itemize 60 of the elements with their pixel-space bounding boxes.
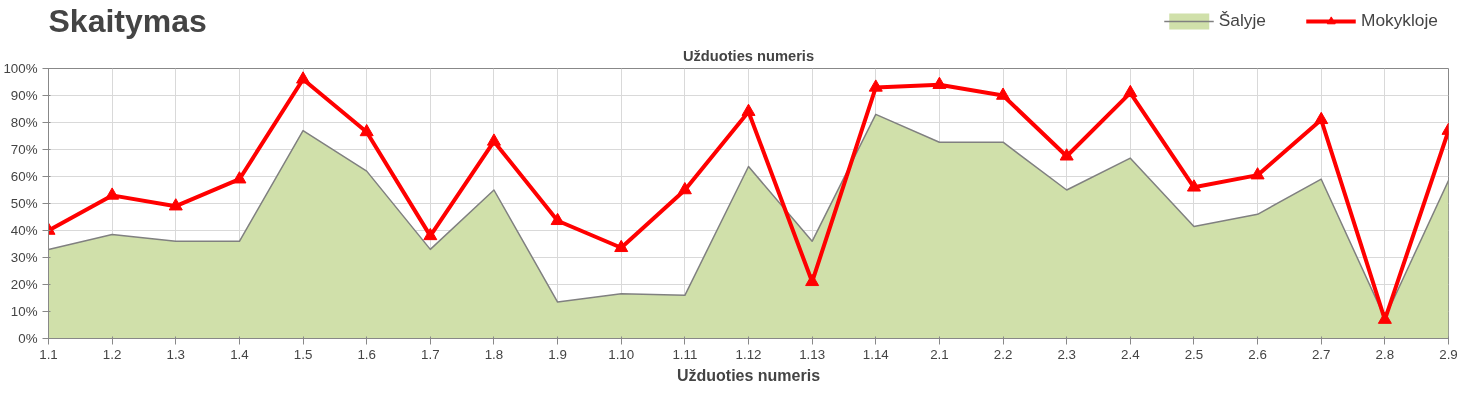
point [805, 273, 820, 287]
x-tick-label: 2.3 [1057, 346, 1076, 362]
point [359, 123, 374, 137]
y-tick-label: 80% [10, 115, 38, 130]
point [1314, 111, 1329, 125]
x-tick-label: 1.4 [230, 346, 250, 362]
x-tick-label: 2.9 [1439, 346, 1458, 362]
point [614, 239, 629, 253]
y-tick-label: 90% [10, 88, 38, 103]
y-tick-label: 10% [10, 304, 38, 319]
x-tick-label: 1.2 [102, 346, 122, 362]
point [1377, 311, 1392, 324]
x-tick-label: 1.13 [799, 346, 826, 362]
point [1250, 167, 1265, 180]
x-tick-label: 1.10 [608, 346, 635, 362]
y-tick-label: 60% [10, 169, 38, 184]
point [232, 171, 247, 184]
x-tick-label: 2.1 [930, 346, 949, 362]
y-tick-label: 70% [10, 142, 38, 157]
point [168, 198, 183, 211]
x-tick-label: 1.8 [484, 346, 504, 362]
point [741, 103, 756, 116]
x-tick-label: 2.5 [1184, 346, 1204, 362]
point [996, 87, 1011, 100]
point [677, 181, 692, 195]
point [1186, 179, 1201, 192]
point [932, 76, 947, 89]
y-tick-label: 50% [10, 196, 38, 211]
y-tick-label: 40% [10, 223, 38, 238]
x-tick-label: 2.8 [1375, 346, 1395, 362]
x-tick-label: 1.1 [39, 346, 58, 362]
y-tick-label: 20% [10, 277, 38, 292]
x-tick-label: 1.9 [548, 346, 567, 362]
point [550, 212, 565, 226]
point [423, 227, 438, 241]
point [486, 133, 501, 146]
legend-label: Mokykloje [1360, 10, 1438, 31]
chart-title: Skaitymas [48, 2, 207, 39]
point [1123, 84, 1138, 98]
x-tick-label: 1.3 [166, 346, 186, 362]
y-tick-label: 100% [3, 61, 38, 76]
x-tick-label: 1.7 [421, 346, 440, 362]
x-tick-label: 1.11 [672, 346, 698, 362]
y-tick-label: 0% [18, 331, 38, 346]
x-tick-label: 2.6 [1248, 346, 1267, 362]
point [868, 79, 883, 92]
point [105, 187, 120, 200]
legend-label: Šalyje [1218, 10, 1266, 31]
x-tick-label: 2.7 [1311, 346, 1331, 362]
x-tick-label: 2.2 [993, 346, 1013, 362]
x-tick-label: 1.5 [293, 346, 313, 362]
x-tick-label: 1.12 [735, 346, 762, 362]
x-tick-label: 1.14 [862, 346, 890, 362]
point [1059, 148, 1074, 161]
y-tick-label: 30% [10, 250, 38, 265]
text: Užduoties numeris [682, 47, 815, 64]
x-tick-label: 1.6 [357, 346, 376, 362]
x-axis-title: Užduoties numeris [676, 366, 821, 384]
x-tick-label: 2.4 [1121, 346, 1141, 362]
point [296, 71, 311, 84]
